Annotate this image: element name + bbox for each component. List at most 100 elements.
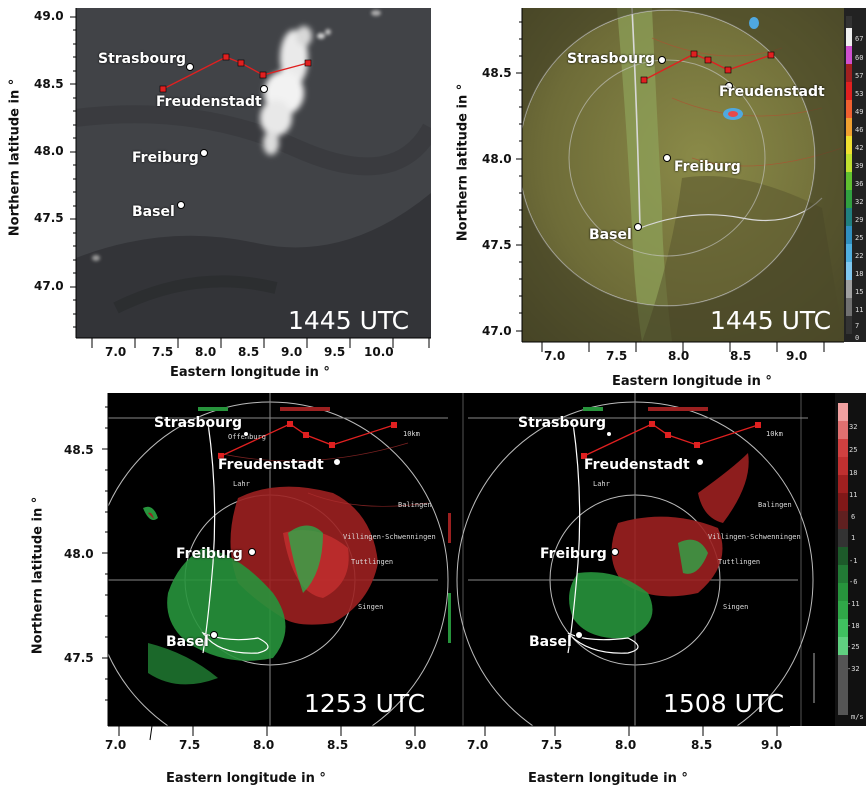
x-tick: 7.5 xyxy=(606,349,628,363)
map-label: 10km xyxy=(766,430,783,438)
y-tick: 48.5 xyxy=(34,77,64,91)
city-label-strasbourg: Strasbourg xyxy=(567,51,655,67)
city-label-freiburg: Freiburg xyxy=(176,546,243,562)
colorbar-label: 49 xyxy=(855,108,864,116)
satellite-axes xyxy=(70,8,431,348)
satellite-panel: Strasbourg Freudenstadt Freiburg Basel 1… xyxy=(76,8,431,338)
colorbar-label: -25 xyxy=(847,643,860,651)
x-tick: 7.5 xyxy=(152,345,174,359)
city-label-freudenstadt: Freudenstadt xyxy=(218,457,324,473)
strasbourg-marker xyxy=(606,431,612,437)
y-tick: 48.0 xyxy=(482,152,512,166)
y-tick: 48.5 xyxy=(64,443,94,457)
basel-marker xyxy=(177,201,185,209)
x-tick: 8.0 xyxy=(195,345,217,359)
city-label-freiburg: Freiburg xyxy=(132,150,199,166)
city-label-basel: Basel xyxy=(529,634,572,650)
colorbar-label: 32 xyxy=(855,198,864,206)
city-label-freiburg: Freiburg xyxy=(540,546,607,562)
colorbar-label: 22 xyxy=(855,252,864,260)
x-tick: 8.0 xyxy=(253,738,275,752)
map-label: Tuttlingen xyxy=(718,558,761,566)
colorbar-label: 60 xyxy=(855,54,864,62)
colorbar-label: 39 xyxy=(855,162,864,170)
x-axis-title: Eastern longitude in ° xyxy=(170,365,330,380)
x-tick: 7.5 xyxy=(179,738,201,752)
basel-marker xyxy=(575,631,583,639)
x-tick: 9.5 xyxy=(324,345,346,359)
velocity-colorbar: 32 25 18 11 6 1 -1 -6 -11 -18 -25 -32 m/… xyxy=(835,393,866,726)
reflectivity-axes xyxy=(516,8,844,352)
city-label-freudenstadt: Freudenstadt xyxy=(156,94,262,110)
colorbar-label: 67 xyxy=(855,35,864,43)
colorbar-label: 7 xyxy=(855,322,860,330)
y-tick: 48.5 xyxy=(482,66,512,80)
city-label-basel: Basel xyxy=(589,227,632,243)
strasbourg-marker xyxy=(186,63,194,71)
x-tick: 7.5 xyxy=(541,738,563,752)
y-tick: 47.0 xyxy=(34,279,64,293)
colorbar-label: 25 xyxy=(849,446,858,454)
freiburg-marker xyxy=(663,154,671,162)
colorbar-label: -32 xyxy=(847,665,860,673)
city-label-basel: Basel xyxy=(132,204,175,220)
velocity-panel-1253 xyxy=(108,393,451,726)
x-axis-title: Eastern longitude in ° xyxy=(612,374,772,389)
y-tick: 47.5 xyxy=(482,238,512,252)
colorbar-label: 18 xyxy=(855,270,864,278)
map-label: Villingen-Schwenningen xyxy=(343,533,436,541)
y-tick: 47.0 xyxy=(482,324,512,338)
colorbar-label: 32 xyxy=(849,423,858,431)
convective-cloud xyxy=(260,26,312,155)
colorbar-label: 15 xyxy=(855,288,864,296)
x-tick: 7.0 xyxy=(105,345,127,359)
satellite-image xyxy=(76,8,431,338)
velocity-map xyxy=(108,393,815,726)
x-tick: 7.0 xyxy=(544,349,566,363)
x-tick: 8.5 xyxy=(730,349,752,363)
freiburg-marker xyxy=(611,548,619,556)
city-label-freudenstadt: Freudenstadt xyxy=(584,457,690,473)
colorbar-label: 11 xyxy=(855,306,864,314)
colorbar-label: 25 xyxy=(855,234,864,242)
strasbourg-marker xyxy=(243,431,249,437)
map-label: Singen xyxy=(358,603,384,611)
y-tick: 47.5 xyxy=(64,651,94,665)
map-label: 10km xyxy=(403,430,420,438)
colorbar-label: -18 xyxy=(847,622,860,630)
reflectivity-map xyxy=(522,8,844,342)
x-tick: 7.0 xyxy=(105,738,127,752)
colorbar-unit: m/s xyxy=(851,713,864,721)
map-label: Balingen xyxy=(398,501,432,509)
colorbar-label: 6 xyxy=(851,513,856,521)
map-label: Lahr xyxy=(593,480,610,488)
y-tick: 48.0 xyxy=(34,144,64,158)
colorbar-label: 42 xyxy=(855,144,864,152)
y-axis-title: Northern latitude in ° xyxy=(455,83,471,242)
time-label: 1445 UTC xyxy=(288,306,410,335)
city-label-freudenstadt: Freudenstadt xyxy=(719,84,825,100)
strasbourg-marker xyxy=(658,56,666,64)
colorbar-label: 57 xyxy=(855,72,864,80)
map-label: Villingen-Schwenningen xyxy=(708,533,801,541)
map-label: Offenburg xyxy=(228,433,266,441)
colorbar-label: 11 xyxy=(849,491,858,499)
x-tick: 8.5 xyxy=(238,345,260,359)
x-tick: 8.5 xyxy=(327,738,349,752)
freudenstadt-marker xyxy=(725,82,733,90)
y-axis-title: Northern latitude in ° xyxy=(7,78,23,237)
map-label: Tuttlingen xyxy=(351,558,394,566)
reflectivity-panel: Strasbourg Freudenstadt Freiburg Basel 1… xyxy=(522,8,844,342)
map-label: Balingen xyxy=(758,501,792,509)
freudenstadt-marker xyxy=(696,458,704,466)
velocity-panels: Offenburg Lahr Villingen-Schwenningen Tu… xyxy=(108,393,835,726)
x-axis-title: Eastern longitude in ° xyxy=(166,771,326,786)
x-axis-title: Eastern longitude in ° xyxy=(528,771,688,786)
negative-velocity-region xyxy=(167,548,286,661)
city-label-strasbourg: Strasbourg xyxy=(98,51,186,67)
colorbar-label: -1 xyxy=(849,557,858,565)
y-tick: 47.5 xyxy=(34,211,64,225)
basel-marker xyxy=(210,631,218,639)
colorbar-label: 53 xyxy=(855,90,864,98)
colorbar-label: 36 xyxy=(855,180,864,188)
